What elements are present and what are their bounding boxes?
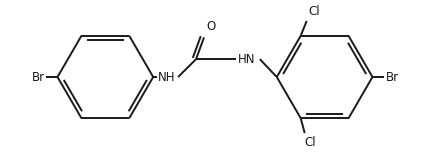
Text: NH: NH <box>158 71 176 84</box>
Text: Br: Br <box>385 71 399 84</box>
Text: Cl: Cl <box>309 5 320 18</box>
Text: Br: Br <box>31 71 45 84</box>
Text: HN: HN <box>238 53 255 66</box>
Text: Cl: Cl <box>305 136 316 149</box>
Text: O: O <box>206 20 215 33</box>
